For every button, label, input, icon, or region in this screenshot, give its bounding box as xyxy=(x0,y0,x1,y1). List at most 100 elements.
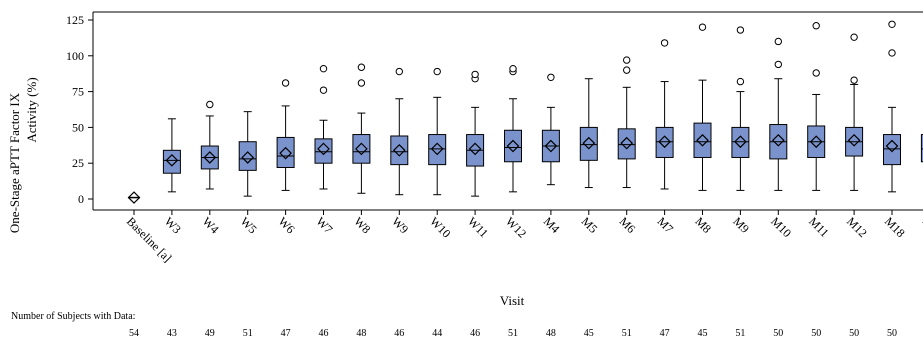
outlier-point xyxy=(888,20,896,28)
y-axis-title: One-Stage aPTT Factor IX xyxy=(7,92,22,233)
iqr-box xyxy=(276,136,295,168)
y-axis-title-line-2: Activity (%) xyxy=(24,77,39,142)
iqr-box xyxy=(238,141,257,171)
mean-marker xyxy=(847,133,861,147)
x-tick-label: M18 xyxy=(882,214,908,240)
outlier-point xyxy=(433,67,441,76)
mean-marker xyxy=(317,142,330,156)
outlier-point xyxy=(547,73,555,81)
subject-count: 48 xyxy=(356,328,366,338)
subject-count: 45 xyxy=(698,328,708,338)
box-group xyxy=(466,70,485,215)
x-tick-label: W4 xyxy=(200,214,222,236)
subject-count: 51 xyxy=(243,328,253,338)
x-tick-label: W8 xyxy=(351,214,373,236)
subject-count: 47 xyxy=(660,328,670,338)
subject-count: 50 xyxy=(849,328,859,338)
mean-marker xyxy=(468,142,482,156)
iqr-box xyxy=(655,126,674,158)
box-group xyxy=(127,191,141,215)
subject-count: 45 xyxy=(584,328,594,338)
box-group xyxy=(200,100,219,215)
box-group xyxy=(845,33,864,215)
x-tick-label: W3 xyxy=(162,214,184,236)
subjects-with-data-label: Number of Subjects with Data: xyxy=(11,311,135,322)
mean-marker xyxy=(544,139,558,153)
iqr-box xyxy=(428,134,447,166)
outlier-point xyxy=(736,77,745,86)
x-tick-label: M11 xyxy=(806,214,832,240)
y-axis-title-2: Activity (%) xyxy=(24,77,39,142)
iqr-box xyxy=(504,129,522,163)
box-group xyxy=(352,63,371,215)
x-tick-label: W6 xyxy=(275,214,297,236)
y-tick-label: 100 xyxy=(66,49,84,63)
iqr-box xyxy=(314,138,333,164)
outlier-point xyxy=(319,64,328,73)
box-group xyxy=(769,37,788,215)
subject-count: 46 xyxy=(470,328,480,338)
iqr-box xyxy=(731,126,750,158)
box-group xyxy=(807,22,826,215)
outlier-point xyxy=(888,49,896,57)
mean-marker xyxy=(203,151,217,164)
outlier-point xyxy=(850,76,858,84)
outlier-point xyxy=(395,67,403,76)
x-tick-label: M9 xyxy=(730,214,752,236)
mean-marker xyxy=(279,146,292,160)
iqr-box xyxy=(352,134,371,164)
box-group xyxy=(655,39,674,215)
iqr-box xyxy=(693,122,712,158)
x-tick-label: M4 xyxy=(541,214,563,236)
outlier-point xyxy=(623,66,631,74)
outlier-point xyxy=(698,23,707,31)
x-tick-label: M8 xyxy=(692,214,714,236)
subject-count: 48 xyxy=(546,328,556,338)
iqr-box xyxy=(162,149,181,174)
y-tick-label: 75 xyxy=(72,85,84,99)
subject-count: 46 xyxy=(394,328,404,338)
subject-count: 54 xyxy=(129,328,139,338)
y-axis-title-line-1: One-Stage aPTT Factor IX xyxy=(7,92,22,233)
mean-marker xyxy=(734,135,747,149)
x-tick-label: W11 xyxy=(465,214,491,240)
y-tick-label: 50 xyxy=(72,120,84,134)
mean-marker xyxy=(658,135,671,149)
box-group xyxy=(162,118,181,215)
box-group xyxy=(883,20,901,215)
outlier-point xyxy=(357,79,366,87)
x-tick-label: W7 xyxy=(313,214,335,236)
mean-marker xyxy=(620,136,634,150)
box-group xyxy=(314,64,333,215)
box-group xyxy=(920,134,923,163)
iqr-box xyxy=(883,134,901,166)
outlier-point xyxy=(206,100,214,109)
subject-count: 49 xyxy=(205,328,215,338)
iqr-box xyxy=(390,135,409,166)
subject-count: 50 xyxy=(811,328,821,338)
subject-count: 50 xyxy=(887,328,897,338)
iqr-box xyxy=(579,126,598,161)
subject-count: 51 xyxy=(735,328,745,338)
mean-marker xyxy=(165,153,179,167)
mean-marker xyxy=(582,136,596,150)
outlier-point xyxy=(850,33,858,41)
outlier-point xyxy=(281,79,290,87)
mean-marker xyxy=(127,191,141,204)
box-group xyxy=(390,67,409,215)
outlier-point xyxy=(471,70,479,79)
x-axis-title: Visit xyxy=(500,293,525,308)
x-tick-label: M7 xyxy=(654,214,676,236)
outlier-point xyxy=(736,26,745,34)
mean-marker xyxy=(771,133,785,147)
subject-count: 46 xyxy=(319,328,329,338)
y-tick-label: 0 xyxy=(78,192,84,206)
subject-count: 43 xyxy=(167,328,177,338)
iqr-box xyxy=(920,134,923,163)
x-tick-label: M10 xyxy=(768,214,794,240)
box-group xyxy=(693,23,712,215)
outlier-point xyxy=(774,60,782,69)
box-group xyxy=(731,26,750,215)
